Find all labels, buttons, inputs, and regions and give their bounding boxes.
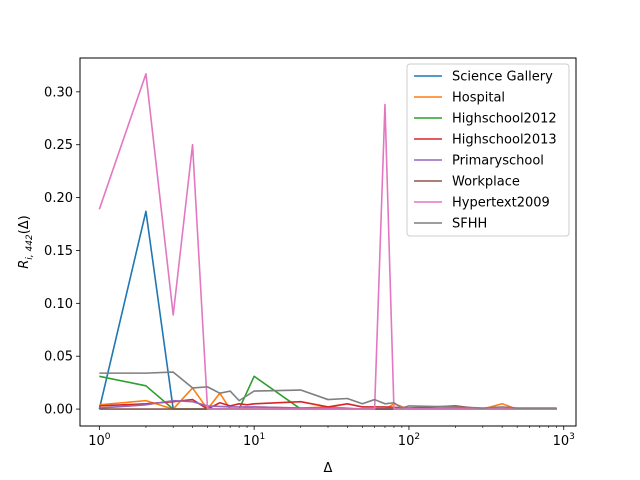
legend-label-3: Highschool2013 <box>452 133 557 148</box>
y-axis: 0.00 0.05 0.10 0.15 0.20 0.25 0.30 <box>44 85 80 418</box>
x-tick-label-base: 10 <box>398 434 415 449</box>
y-axis-label-sub: i, 442 <box>25 234 35 260</box>
y-tick-label-2: 0.10 <box>44 297 73 312</box>
x-tick-label-exponent: 3 <box>569 432 575 442</box>
x-tick-label-base: 10 <box>88 434 105 449</box>
legend-box <box>406 63 570 237</box>
legend-label-0: Science Gallery <box>452 70 553 85</box>
y-tick-label-0: 0.00 <box>44 403 73 418</box>
legend-label-1: Hospital <box>452 91 505 106</box>
x-tick-label-exponent: 0 <box>105 432 111 442</box>
y-axis-label: Ri, 442(Δ) <box>17 215 35 269</box>
y-tick-label-5: 0.25 <box>44 138 73 153</box>
legend: Science Gallery Hospital Highschool2012 Hig… <box>406 63 570 237</box>
x-axis-label: Δ <box>324 461 333 476</box>
x-tick-label-0: 100 <box>88 432 111 449</box>
legend-label-6: Hypertext2009 <box>452 196 550 211</box>
series-line-7 <box>99 371 557 409</box>
legend-label-2: Highschool2012 <box>452 112 557 127</box>
x-tick-label-base: 10 <box>243 434 260 449</box>
y-tick-label-4: 0.20 <box>44 191 73 206</box>
y-tick-label-6: 0.30 <box>44 85 73 100</box>
x-tick-label-3: 103 <box>553 432 575 449</box>
series-line-6 <box>98 73 557 410</box>
x-tick-label-2: 102 <box>398 432 420 449</box>
legend-label-4: Primaryschool <box>452 154 544 169</box>
x-axis: 100 101 102 103 <box>88 426 575 449</box>
legend-label-5: Workplace <box>452 175 520 190</box>
x-tick-label-base: 10 <box>553 434 570 449</box>
x-tick-label-exponent: 1 <box>260 432 266 442</box>
y-axis-label-arg: (Δ) <box>17 215 32 234</box>
x-tick-label-1: 101 <box>243 432 265 449</box>
legend-label-7: SFHH <box>452 217 487 232</box>
plot-area <box>98 73 557 410</box>
x-tick-label-exponent: 2 <box>414 432 420 442</box>
y-tick-label-1: 0.05 <box>44 350 73 365</box>
y-tick-label-3: 0.15 <box>44 244 73 259</box>
y-axis-label-main: R <box>17 260 32 269</box>
